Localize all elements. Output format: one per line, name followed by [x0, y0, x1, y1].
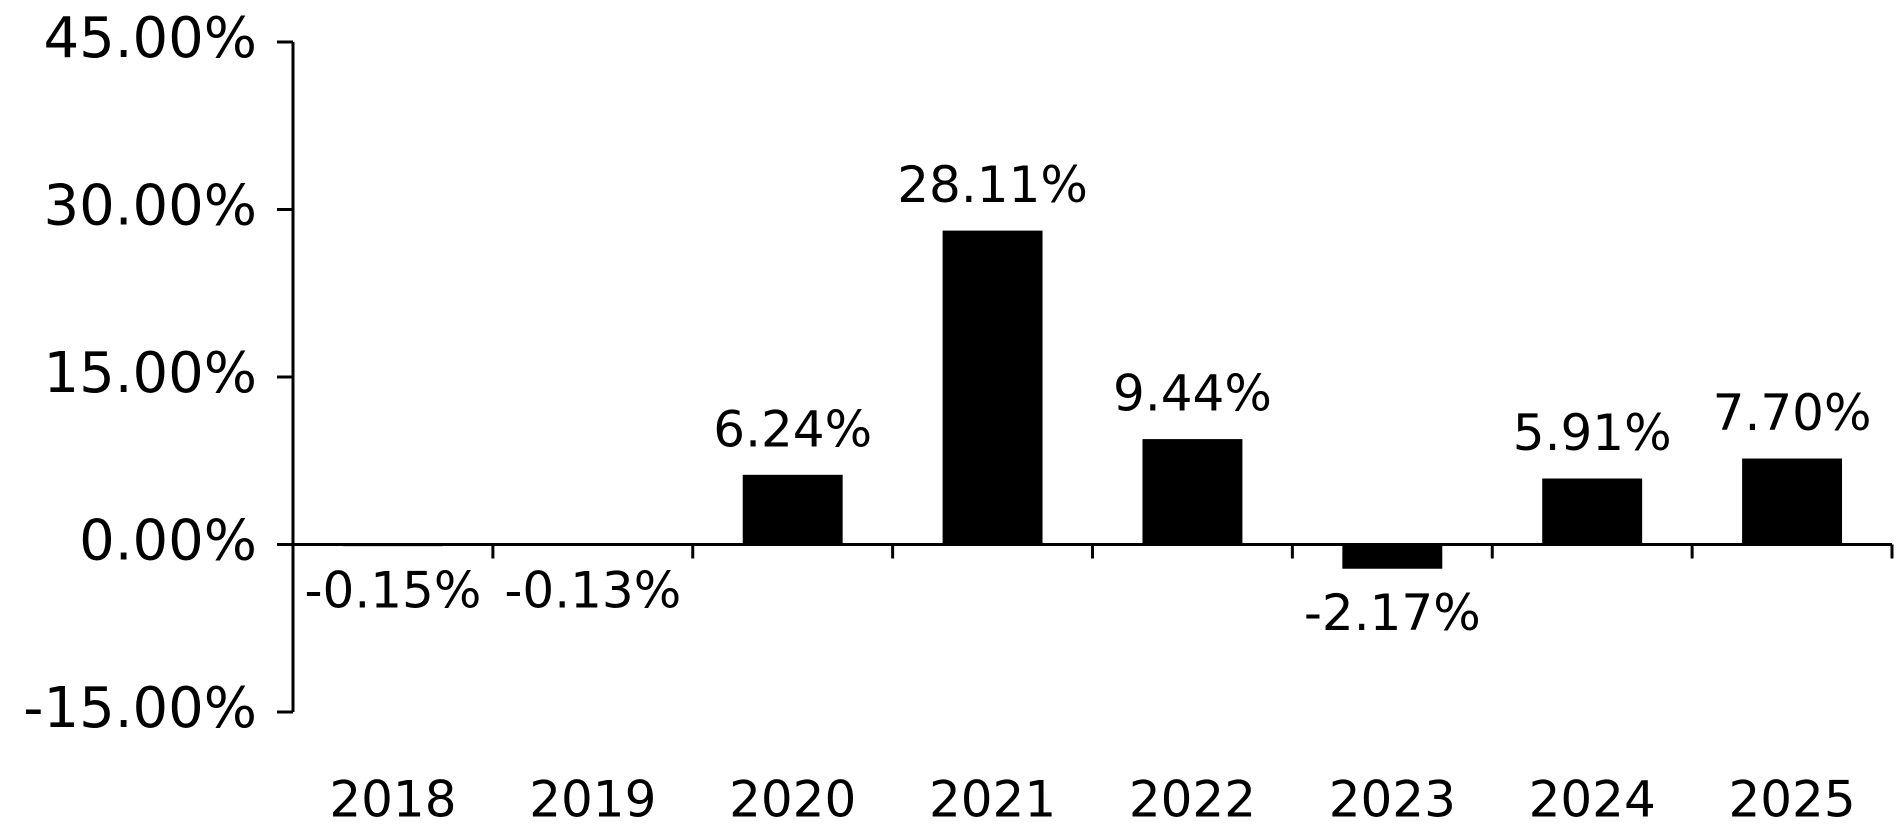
value-label: 9.44% [1113, 365, 1272, 423]
bar [1742, 458, 1843, 545]
y-tick-label: -15.00% [23, 676, 257, 741]
x-tick-label: 2024 [1529, 771, 1656, 829]
value-label: 6.24% [713, 400, 872, 458]
y-tick-label: 15.00% [43, 341, 257, 406]
value-label: -0.15% [304, 562, 481, 620]
bar [942, 230, 1043, 545]
bar [1342, 544, 1443, 569]
x-tick-label: 2020 [729, 771, 856, 829]
x-tick-label: 2025 [1728, 771, 1855, 829]
bar [1142, 439, 1243, 545]
y-tick-label: 30.00% [43, 174, 257, 239]
x-tick-label: 2018 [329, 771, 456, 829]
value-label: 28.11% [897, 156, 1088, 214]
x-tick-label: 2023 [1329, 771, 1456, 829]
x-tick-label: 2019 [529, 771, 656, 829]
value-label: -0.13% [504, 561, 681, 619]
value-label: -2.17% [1304, 584, 1481, 642]
bar [342, 544, 443, 547]
bar [742, 474, 843, 545]
bar [1542, 478, 1643, 545]
x-tick-label: 2022 [1129, 771, 1256, 829]
value-label: 5.91% [1513, 404, 1672, 462]
x-tick-label: 2021 [929, 771, 1056, 829]
value-label: 7.70% [1713, 384, 1872, 442]
y-tick-label: 45.00% [43, 6, 257, 71]
bar [542, 544, 643, 546]
y-tick-label: 0.00% [79, 509, 257, 574]
